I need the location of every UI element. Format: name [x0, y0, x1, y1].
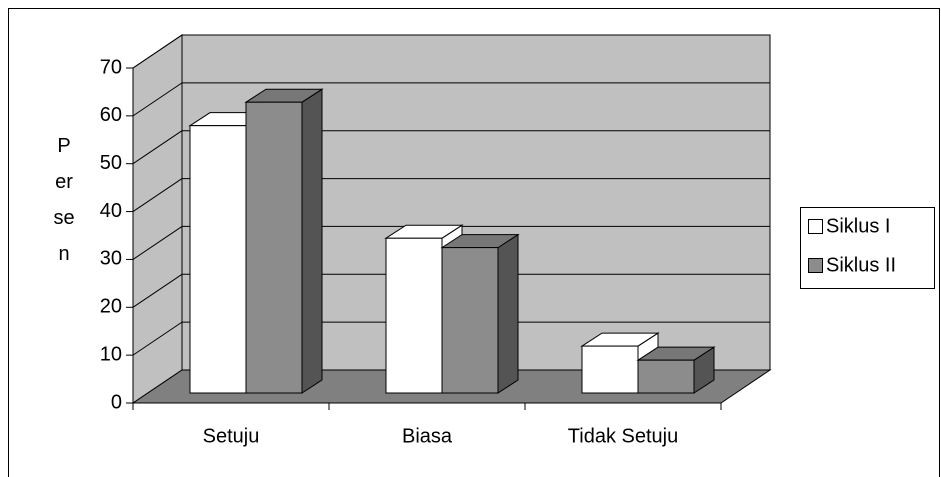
- y-tick-label: 70: [100, 56, 122, 78]
- grid-line: [132, 82, 183, 117]
- legend-label: Siklus II: [826, 254, 896, 276]
- bar: [385, 237, 443, 394]
- y-tick-label: 50: [100, 152, 122, 174]
- y-tick-label: 0: [111, 391, 122, 413]
- bar: [581, 345, 639, 394]
- x-tick-label: Setuju: [203, 425, 260, 447]
- grid-line: [132, 178, 183, 212]
- y-axis-title: Persen: [53, 135, 75, 265]
- bar: [637, 359, 695, 394]
- legend-swatch: [808, 258, 823, 273]
- bar: [441, 247, 499, 394]
- bar: [189, 125, 247, 394]
- plot: 0 10 20 30 40 50 60 70 Setuju Biasa Tidak Setuju: [100, 34, 770, 447]
- y-tick-label: 30: [100, 248, 122, 270]
- x-tick-label: Biasa: [402, 425, 453, 447]
- grid-line: [132, 321, 183, 356]
- y-tick-label: 40: [100, 200, 122, 222]
- y-tick-label: 60: [100, 104, 122, 126]
- grid-line: [132, 130, 183, 165]
- grid-line: [132, 226, 183, 260]
- grid-line: [132, 273, 183, 308]
- chart-border: [8, 8, 940, 477]
- legend-swatch: [808, 219, 823, 234]
- bar-side: [497, 233, 519, 394]
- bar: [245, 101, 303, 394]
- legend-label: Siklus I: [826, 215, 890, 237]
- side-wall: [132, 34, 183, 404]
- bar-side: [301, 88, 323, 394]
- grid-line: [132, 34, 183, 69]
- y-tick-label: 20: [100, 296, 122, 318]
- y-tick-label: 10: [100, 343, 122, 365]
- x-tick-label: Tidak Setuju: [568, 425, 678, 447]
